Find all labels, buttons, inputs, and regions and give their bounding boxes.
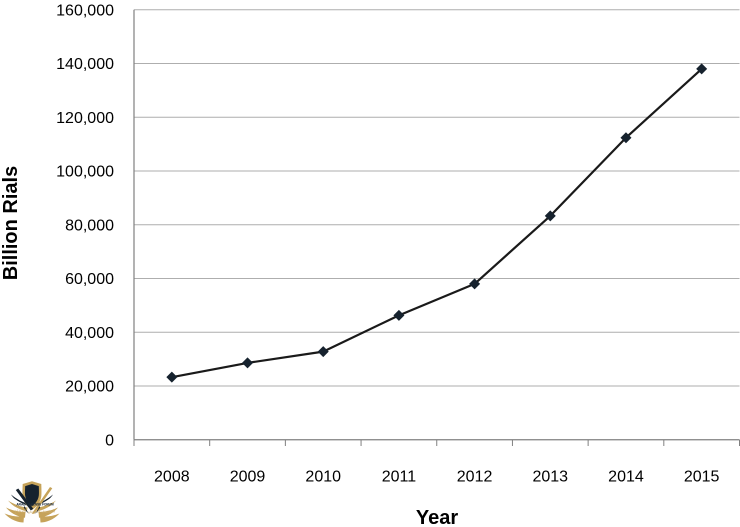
svg-text:Billion Rials: Billion Rials [0, 166, 22, 280]
svg-text:Year: Year [416, 507, 458, 527]
svg-text:ARAB DEFENSE FORUM: ARAB DEFENSE FORUM [16, 503, 54, 507]
svg-text:2010: 2010 [305, 469, 341, 486]
svg-text:2011: 2011 [382, 469, 417, 486]
svg-text:0: 0 [105, 432, 114, 449]
svg-text:160,000: 160,000 [56, 2, 114, 19]
svg-text:2008: 2008 [154, 469, 190, 486]
svg-text:60,000: 60,000 [65, 271, 114, 288]
svg-text:80,000: 80,000 [65, 217, 114, 234]
svg-text:2014: 2014 [608, 469, 644, 486]
svg-text:2009: 2009 [230, 469, 266, 486]
svg-text:2015: 2015 [684, 469, 720, 486]
svg-text:40,000: 40,000 [65, 325, 114, 342]
svg-text:ADF: ADF [32, 497, 38, 501]
svg-text:120,000: 120,000 [56, 110, 114, 127]
svg-text:2012: 2012 [457, 469, 493, 486]
svg-text:100,000: 100,000 [56, 164, 114, 181]
svg-text:2013: 2013 [532, 469, 568, 486]
svg-text:20,000: 20,000 [65, 379, 114, 396]
svg-text:140,000: 140,000 [56, 56, 114, 73]
